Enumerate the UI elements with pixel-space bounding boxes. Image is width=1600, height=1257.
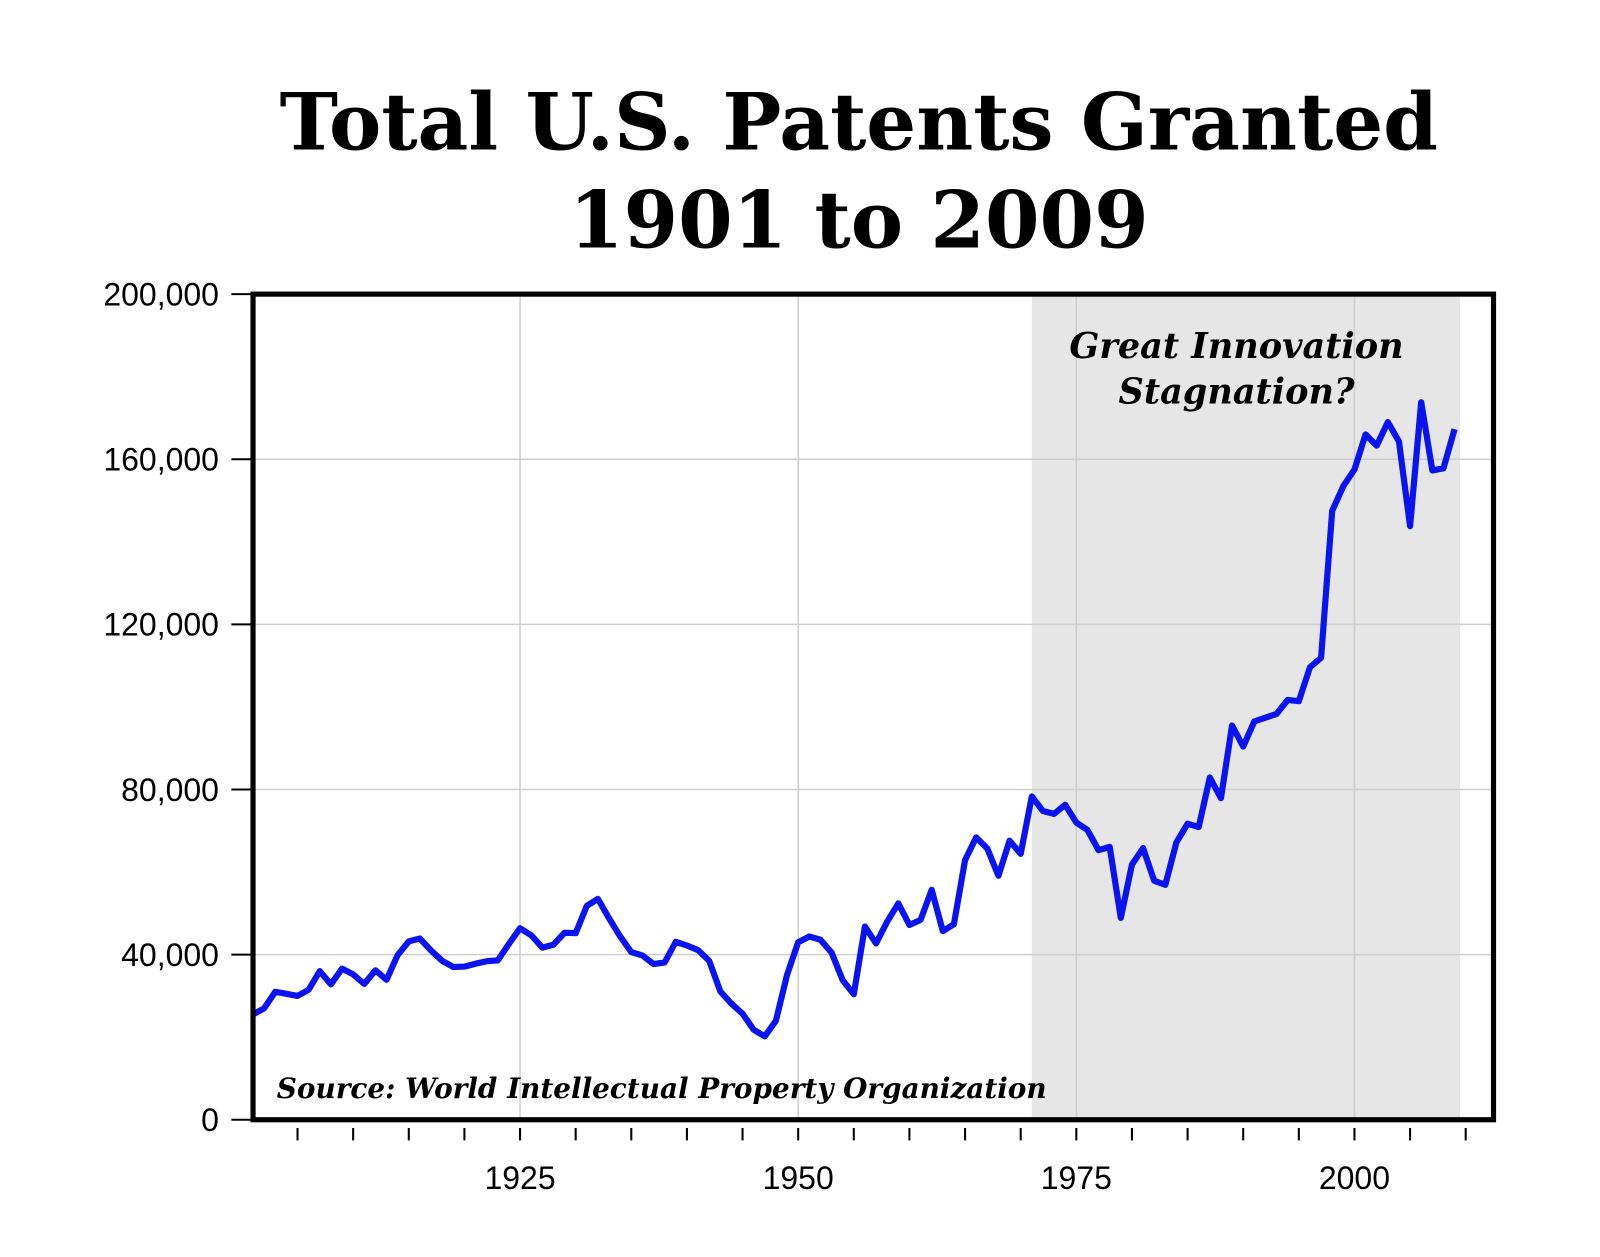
x-tick-label: 1975 (1041, 1160, 1112, 1196)
source-note: Source: World Intellectual Property Orga… (277, 1072, 1047, 1105)
chart-subtitle: 1901 to 2009 (569, 175, 1149, 267)
y-tick-label: 160,000 (103, 442, 219, 478)
y-tick-label: 0 (201, 1102, 219, 1138)
y-tick-label: 200,000 (103, 276, 219, 312)
x-tick-label: 1950 (763, 1160, 834, 1196)
x-tick-label: 2000 (1319, 1160, 1390, 1196)
shaded-region (1032, 294, 1460, 1120)
chart-title: Total U.S. Patents Granted (280, 77, 1438, 169)
y-tick-label: 80,000 (121, 772, 219, 808)
y-tick-label: 120,000 (103, 607, 219, 643)
y-tick-label: 40,000 (121, 937, 219, 973)
x-tick-label: 1925 (484, 1160, 555, 1196)
annotation: Stagnation? (1119, 372, 1355, 413)
annotation: Great Innovation (1069, 326, 1403, 367)
